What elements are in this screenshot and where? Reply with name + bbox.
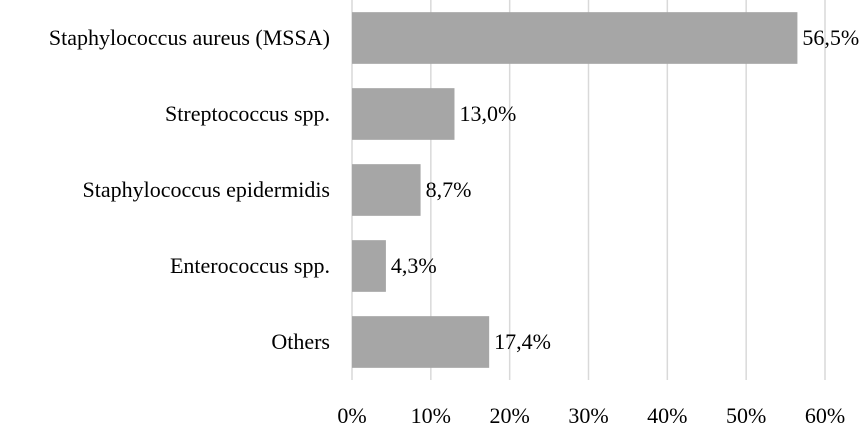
value-label: 4,3% xyxy=(391,253,437,278)
bar xyxy=(352,88,455,140)
y-tick-label: Staphylococcus aureus (MSSA) xyxy=(49,25,330,50)
x-tick-label: 30% xyxy=(568,403,608,428)
x-tick-label: 60% xyxy=(805,403,845,428)
x-tick-label: 50% xyxy=(726,403,766,428)
value-label: 56,5% xyxy=(802,25,859,50)
x-tick-label: 40% xyxy=(647,403,687,428)
y-tick-label: Streptococcus spp. xyxy=(165,101,330,126)
x-tick-label: 0% xyxy=(337,403,366,428)
y-tick-label: Enterococcus spp. xyxy=(170,253,330,278)
value-label: 13,0% xyxy=(459,101,516,126)
value-label: 17,4% xyxy=(494,329,551,354)
bar xyxy=(352,164,421,216)
x-tick-label: 10% xyxy=(411,403,451,428)
bar xyxy=(352,12,798,64)
y-tick-label: Others xyxy=(271,329,330,354)
value-label: 8,7% xyxy=(426,177,472,202)
x-tick-label: 20% xyxy=(490,403,530,428)
bar xyxy=(352,240,386,292)
y-tick-label: Staphylococcus epidermidis xyxy=(83,177,330,202)
bar xyxy=(352,316,490,368)
